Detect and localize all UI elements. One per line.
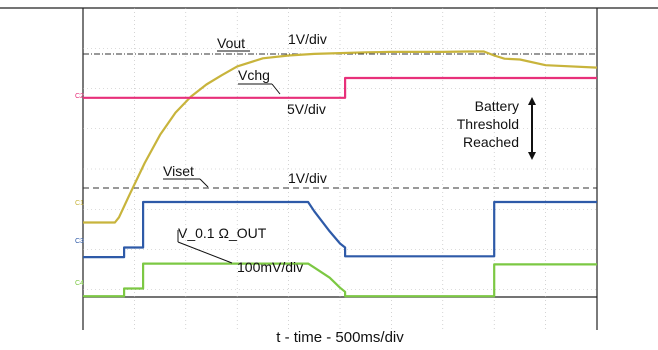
battery-threshold-line-2: Threshold [457, 116, 519, 132]
trace-group [83, 50, 598, 298]
vout-label: Vout [217, 35, 245, 51]
battery-threshold-line-3: Reached [463, 134, 519, 150]
vshunt-label: V_0.1 Ω_OUT [178, 225, 267, 241]
vout-scale-label: 1V/div [288, 31, 327, 47]
vshunt-scale-label: 100mV/div [237, 259, 303, 275]
viset-label: Viset [163, 163, 194, 179]
vshunt-leader-tail [177, 241, 233, 264]
vout-trace [83, 50, 598, 224]
x-axis-label: t - time - 500ms/div [276, 329, 404, 346]
channel-marker-c2: C2 [75, 93, 84, 100]
vchg-trace [83, 76, 597, 99]
battery-threshold-line-1: Battery [475, 98, 519, 114]
channel-marker-c4: C4 [75, 280, 84, 287]
vchg-label: Vchg [238, 67, 270, 83]
channel-marker-c1: C1 [75, 200, 84, 207]
vshunt-trace [83, 262, 597, 298]
viset-trace [83, 200, 597, 259]
viset-scale-label: 1V/div [288, 170, 327, 186]
channel-marker-c3: C3 [75, 238, 84, 245]
viset-leader-tail [199, 178, 209, 188]
vchg-scale-label: 5V/div [287, 101, 326, 117]
vchg-leader-tail [271, 83, 281, 95]
plot-grid [83, 8, 597, 330]
